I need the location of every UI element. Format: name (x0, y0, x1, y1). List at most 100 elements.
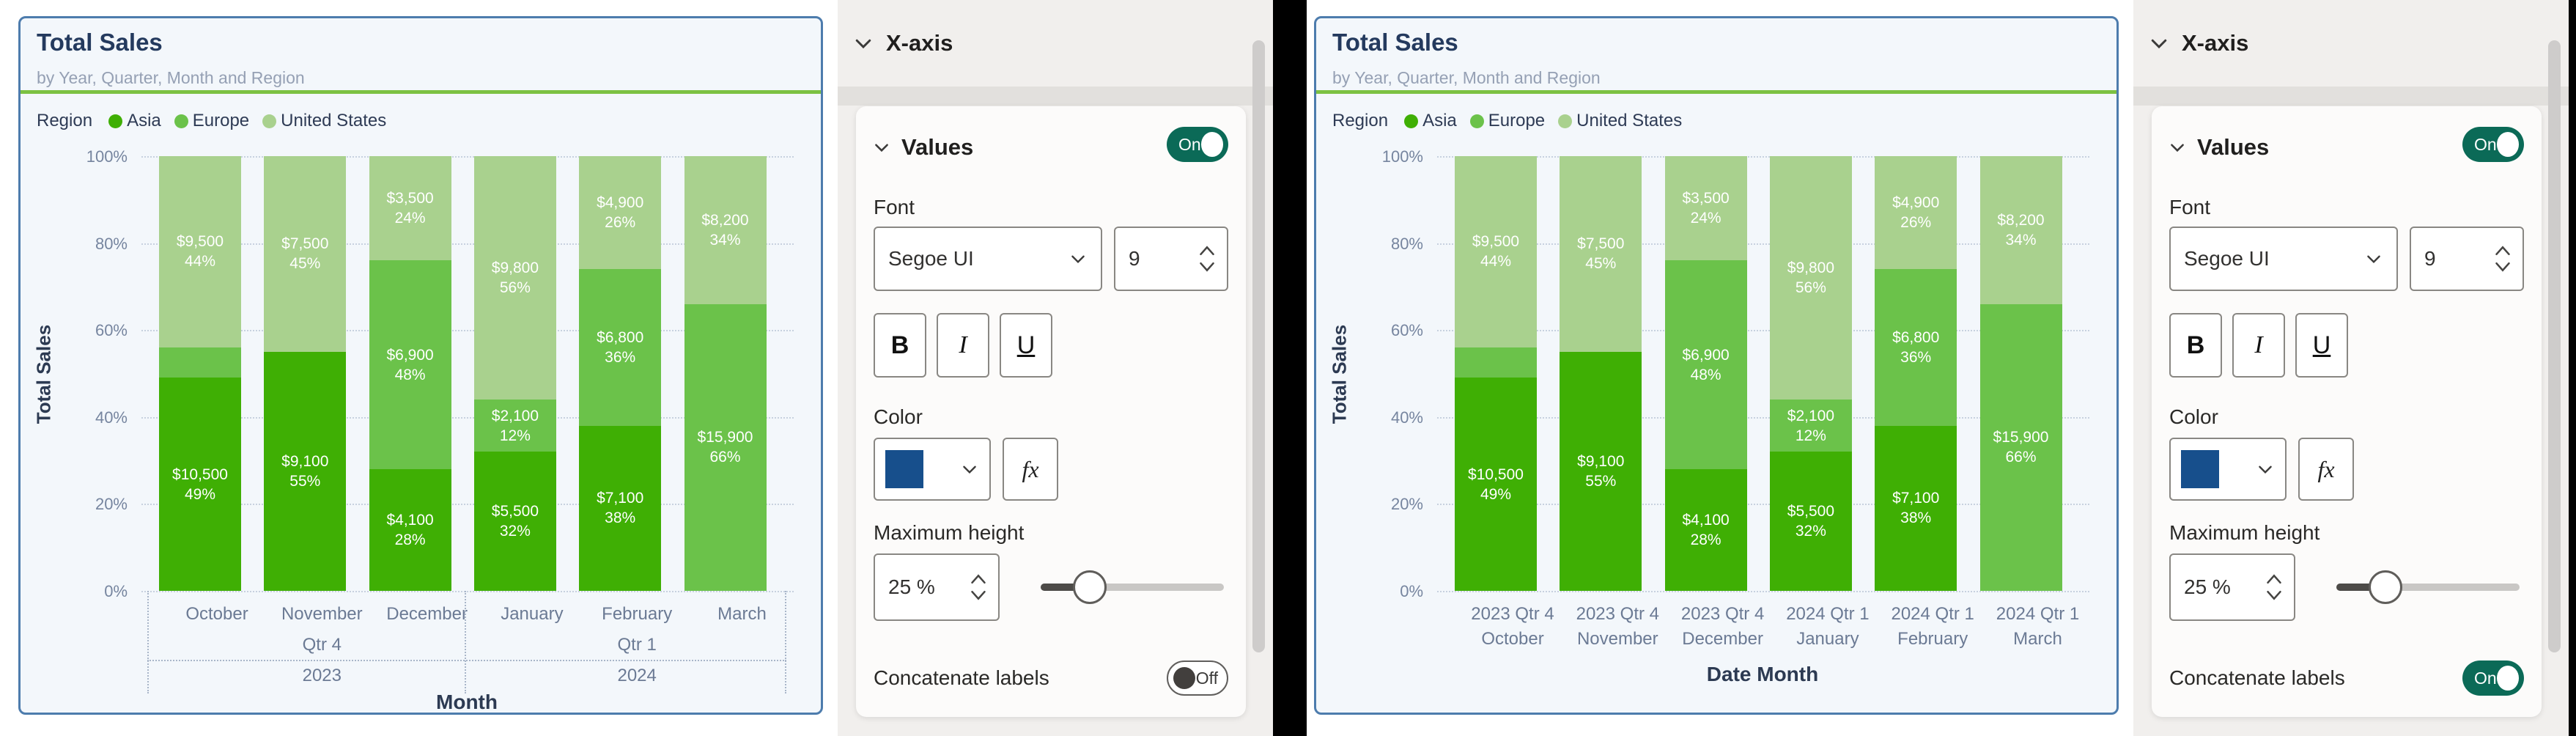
bar-november[interactable]: $7,500 45% $9,100 55% (264, 156, 347, 591)
xaxis-section-header[interactable]: X-axis (838, 0, 1273, 87)
bar-segment-united-states[interactable]: $9,800 56% (1769, 156, 1852, 400)
bar-segment-asia[interactable]: $4,100 28% (369, 468, 451, 591)
bar-segment-europe[interactable]: $2,100 12% (1769, 400, 1852, 452)
legend-item[interactable]: United States (262, 111, 386, 131)
bar-segment-europe[interactable]: $2,100 12% (473, 400, 556, 452)
bar-march[interactable]: $8,200 34% $15,900 66% (684, 156, 767, 591)
font-family-dropdown[interactable]: Segoe UI (874, 227, 1102, 291)
bar-march[interactable]: $8,200 34% $15,900 66% (1979, 156, 2062, 591)
bar-segment-europe[interactable] (159, 347, 241, 378)
total-sales-visual-left[interactable]: Total Sales by Year, Quarter, Month and … (18, 16, 823, 715)
bar-segment-united-states[interactable]: $8,200 34% (684, 156, 767, 304)
stepper-arrows[interactable] (2265, 573, 2284, 602)
bar-february[interactable]: $4,900 26% $6,800 36% $7,100 38% (1875, 156, 1957, 591)
bar-segment-asia[interactable]: $7,100 38% (1875, 425, 1957, 591)
bar-segment-united-states[interactable]: $9,500 44% (1455, 156, 1537, 347)
bar-segment-asia[interactable]: $10,500 49% (159, 378, 241, 591)
bar-segment-europe[interactable]: $6,900 48% (1664, 260, 1747, 469)
data-label: $8,200 34% (1997, 211, 2045, 249)
underline-button[interactable]: U (2295, 313, 2348, 378)
max-height-slider[interactable] (2336, 553, 2520, 621)
font-color-dropdown[interactable] (874, 438, 991, 501)
bar-segment-united-states[interactable]: $7,500 45% (264, 156, 347, 352)
stepper-arrows[interactable] (969, 573, 988, 602)
slider-track[interactable] (1041, 584, 1224, 591)
values-subsection-header[interactable]: Values On (856, 127, 1246, 168)
bar-segment-united-states[interactable]: $8,200 34% (1979, 156, 2062, 304)
bar-segment-united-states[interactable]: $4,900 26% (1875, 156, 1957, 270)
values-toggle[interactable]: On (1167, 127, 1228, 162)
bar-october[interactable]: $9,500 44% $10,500 49% (159, 156, 241, 591)
concatenate-labels-toggle[interactable]: Off (1167, 660, 1228, 696)
toggle-knob (2496, 132, 2519, 157)
bar-october[interactable]: $9,500 44% $10,500 49% (1455, 156, 1537, 591)
bar-segment-europe[interactable]: $15,900 66% (684, 303, 767, 591)
bold-button[interactable]: B (2169, 313, 2222, 378)
x-tick-month: October (185, 604, 248, 624)
legend-item[interactable]: United States (1558, 111, 1682, 131)
bar-segment-europe[interactable] (1455, 347, 1537, 378)
legend-item[interactable]: Europe (1469, 111, 1545, 131)
max-height-slider[interactable] (1041, 553, 1224, 621)
fx-conditional-formatting-button[interactable]: fx (2298, 438, 2354, 501)
font-size-input[interactable]: 9 (2410, 227, 2524, 291)
bar-segment-united-states[interactable]: $9,500 44% (159, 156, 241, 347)
bar-february[interactable]: $4,900 26% $6,800 36% $7,100 38% (579, 156, 662, 591)
bar-segment-united-states[interactable]: $9,800 56% (473, 156, 556, 400)
bar-segment-united-states[interactable]: $4,900 26% (579, 156, 662, 270)
bar-january[interactable]: $9,800 56% $2,100 12% $5,500 32% (473, 156, 556, 591)
bar-segment-europe[interactable]: $15,900 66% (1979, 303, 2062, 591)
panel-scrollbar[interactable] (2548, 40, 2561, 652)
y-axis-ticks: 100% 80% 60% 40% 20% 0% (59, 147, 132, 600)
bar-segment-europe[interactable]: $6,800 36% (579, 269, 662, 426)
concatenate-labels-toggle[interactable]: On (2462, 660, 2524, 696)
font-color-dropdown[interactable] (2169, 438, 2287, 501)
bar-december[interactable]: $3,500 24% $6,900 48% $4,100 28% (369, 156, 451, 591)
bar-segment-europe[interactable]: $6,900 48% (369, 260, 451, 469)
bar-segment-asia[interactable]: $10,500 49% (1455, 378, 1537, 591)
legend-item[interactable]: Asia (1404, 111, 1457, 131)
values-toggle[interactable]: On (2462, 127, 2524, 162)
panel-scrollbar[interactable] (1252, 40, 1265, 652)
fx-conditional-formatting-button[interactable]: fx (1003, 438, 1058, 501)
italic-button[interactable]: I (2232, 313, 2285, 378)
total-sales-visual-right[interactable]: Total Sales by Year, Quarter, Month and … (1314, 16, 2119, 715)
slider-thumb[interactable] (1073, 570, 1107, 604)
xaxis-section-header[interactable]: X-axis (2133, 0, 2569, 87)
bar-segment-asia[interactable]: $5,500 32% (1769, 452, 1852, 591)
x-tick-month: March (717, 604, 767, 624)
bar-november[interactable]: $7,500 45% $9,100 55% (1560, 156, 1642, 591)
stepper-arrows[interactable] (2493, 244, 2512, 273)
slider-thumb[interactable] (2369, 570, 2402, 604)
font-size-input[interactable]: 9 (1114, 227, 1228, 291)
bar-segment-asia[interactable]: $7,100 38% (579, 425, 662, 591)
bar-segment-united-states[interactable]: $7,500 45% (1560, 156, 1642, 352)
data-label: $5,500 32% (1787, 503, 1834, 540)
data-label: $7,500 45% (281, 235, 329, 273)
slider-fill (1041, 584, 1090, 591)
underline-button[interactable]: U (1000, 313, 1052, 378)
chevron-down-icon (875, 144, 888, 152)
legend-item[interactable]: Europe (174, 111, 249, 131)
bar-segment-europe[interactable]: $6,800 36% (1875, 269, 1957, 426)
stepper-arrows[interactable] (1197, 244, 1217, 273)
bar-december[interactable]: $3,500 24% $6,900 48% $4,100 28% (1664, 156, 1747, 591)
legend-item[interactable]: Asia (108, 111, 161, 131)
bar-january[interactable]: $9,800 56% $2,100 12% $5,500 32% (1769, 156, 1852, 591)
italic-button[interactable]: I (937, 313, 989, 378)
bold-button[interactable]: B (874, 313, 926, 378)
bar-segment-asia[interactable]: $4,100 28% (1664, 468, 1747, 591)
format-pane-right: X-axis Values On Font Segoe UI 9 B I U C… (2133, 0, 2569, 736)
max-height-input[interactable]: 25 % (2169, 553, 2295, 621)
bar-segment-asia[interactable]: $5,500 32% (473, 452, 556, 591)
values-card: Values On Font Segoe UI 9 B I U Color fx… (856, 106, 1246, 717)
bar-segment-united-states[interactable]: $3,500 24% (369, 156, 451, 261)
font-family-dropdown[interactable]: Segoe UI (2169, 227, 2398, 291)
slider-track[interactable] (2336, 584, 2520, 591)
values-subsection-header[interactable]: Values On (2152, 127, 2542, 168)
max-height-input[interactable]: 25 % (874, 553, 1000, 621)
bar-segment-asia[interactable]: $9,100 55% (264, 351, 347, 591)
y-tick-label: 20% (1390, 495, 1423, 514)
bar-segment-asia[interactable]: $9,100 55% (1560, 351, 1642, 591)
bar-segment-united-states[interactable]: $3,500 24% (1664, 156, 1747, 261)
